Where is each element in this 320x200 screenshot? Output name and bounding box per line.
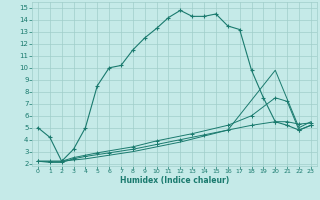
X-axis label: Humidex (Indice chaleur): Humidex (Indice chaleur) bbox=[120, 176, 229, 185]
